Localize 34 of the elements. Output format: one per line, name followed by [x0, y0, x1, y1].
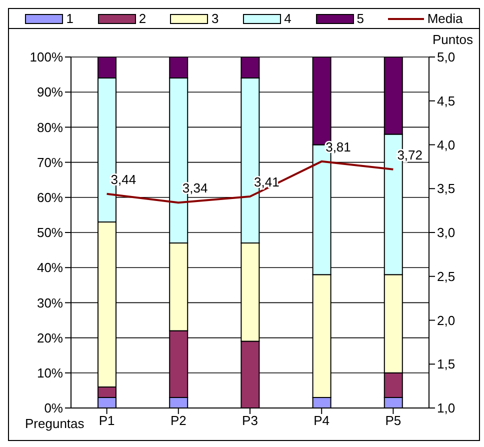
y2-tick-label: 1,0 — [437, 400, 456, 416]
y-tick-label: 50% — [36, 225, 64, 240]
x-tick-label: P4 — [314, 413, 330, 428]
y2-axis-title: Puntos — [432, 32, 474, 48]
y2-tick-label: 3,5 — [437, 181, 456, 196]
y-tick-label: 30% — [36, 295, 64, 310]
y2-tick-label: 4,5 — [437, 93, 456, 108]
y2-tick-label: 1,5 — [437, 356, 456, 372]
y-tick-label: 70% — [36, 154, 64, 170]
legend-label: Media — [427, 11, 463, 26]
x-tick-label: P1 — [98, 413, 115, 428]
y-tick-label: 60% — [36, 190, 64, 206]
y-tick-label: 20% — [36, 330, 64, 346]
y-tick-label: 10% — [36, 366, 64, 381]
legend-label: 1 — [66, 11, 74, 26]
x-tick-label: P3 — [242, 413, 258, 428]
y2-tick-label: 5,0 — [437, 50, 456, 65]
y2-tick-label: 2,0 — [437, 312, 456, 328]
y-tick-label: 90% — [36, 84, 64, 100]
x-tick-label: P5 — [385, 413, 402, 428]
legend-label: 4 — [284, 11, 292, 26]
y-tick-label: 100% — [30, 50, 64, 65]
y-tick-label: 80% — [36, 120, 64, 135]
line-series — [106, 160, 394, 204]
legend-label: 5 — [356, 11, 364, 26]
y-tick-label: 0% — [44, 400, 64, 416]
legend-label: 2 — [138, 11, 146, 26]
x-axis-title: Preguntas — [25, 416, 85, 431]
x-tick-label: P2 — [170, 413, 186, 428]
legend-label: 3 — [211, 11, 219, 26]
y2-tick-label: 3,0 — [437, 225, 456, 240]
y2-tick-label: 4,0 — [437, 137, 456, 152]
y-tick-label: 40% — [36, 260, 64, 276]
y2-tick-label: 2,5 — [437, 268, 456, 284]
